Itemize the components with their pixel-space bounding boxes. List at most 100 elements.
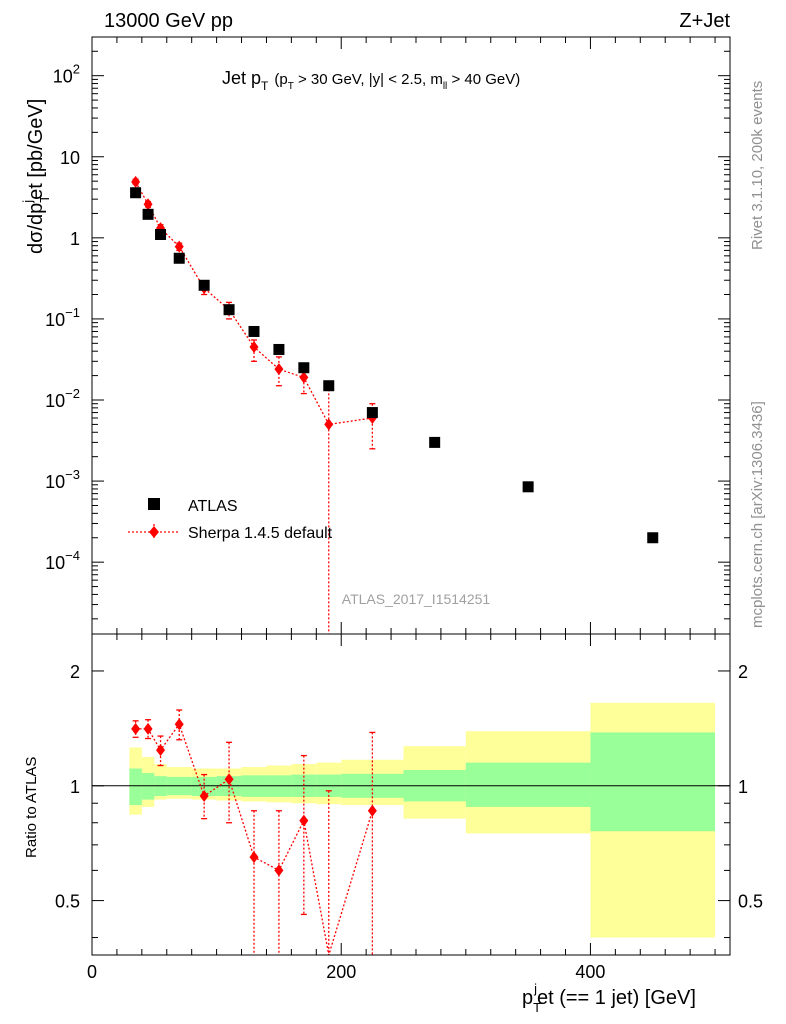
x-axis-label-b: et (== 1 jet) [GeV] — [537, 987, 696, 1009]
legend: ATLAS Sherpa 1.4.5 default — [128, 498, 333, 542]
ratio-panel: 0.5 0.5 1 1 2 2 0 200 400 Ratio to ATLAS pTjet (… — [23, 633, 763, 1015]
atlas-point — [173, 252, 185, 264]
main-y-axis-label-b: et [pb/GeV] — [25, 99, 47, 200]
atlas-point — [248, 325, 260, 337]
atlas-point — [130, 187, 142, 199]
ratio-y-axis-label: Ratio to ATLAS — [23, 757, 40, 858]
ratio-sherpa-point — [224, 773, 234, 786]
sherpa-point — [274, 363, 284, 376]
main-y-tick-label: 1 — [70, 229, 80, 249]
legend-marker-sherpa — [149, 526, 159, 538]
process-label: Z+Jet — [679, 10, 730, 32]
atlas-point — [273, 343, 285, 355]
ratio-y-tick-label-right: 1 — [738, 777, 748, 797]
sherpa-line — [135, 181, 373, 426]
ratio-y-tick-label-left: 0.5 — [55, 892, 80, 912]
main-y-tick-label-base: 10 — [45, 553, 65, 573]
ratio-sherpa-point — [199, 790, 209, 803]
main-y-axis-label-a: dσ/dp — [25, 203, 47, 254]
main-y-axis-label: dσ/dpTjet [pb/GeV] — [20, 99, 52, 254]
main-y-tick-label-exponent: 2 — [73, 62, 80, 77]
sherpa-point — [324, 418, 334, 431]
main-y-tick-label: 10−4 — [45, 548, 80, 573]
atlas-point — [223, 304, 235, 316]
ratio-y-tick-label-right: 0.5 — [738, 892, 763, 912]
ratio-sherpa-point — [174, 718, 184, 731]
main-y-tick-label-exponent: −3 — [65, 467, 80, 482]
ratio-sherpa-point — [299, 814, 309, 827]
legend-marker-atlas — [148, 498, 160, 510]
main-y-tick-label-exponent: −1 — [65, 305, 80, 320]
mcplots-label: mcplots.cern.ch [arXiv:1306.3436] — [749, 401, 766, 628]
main-y-tick-label: 102 — [53, 62, 80, 87]
main-y-axis-label-sup: j — [20, 200, 35, 204]
sherpa-point — [174, 240, 184, 253]
atlas-point — [522, 481, 534, 493]
atlas-point — [198, 279, 210, 291]
ratio-sherpa-point — [131, 722, 141, 735]
x-axis-label: pTjet (== 1 jet) [GeV] — [522, 981, 696, 1015]
plot-title-main-sub: T — [261, 79, 269, 93]
main-y-tick-label-exponent: −4 — [65, 548, 80, 563]
plot-title-cut-b: > 30 GeV, |y| < 2.5, m — [294, 71, 443, 88]
ratio-y-tick-label-left: 1 — [70, 777, 80, 797]
x-axis-label-sup: j — [533, 981, 537, 996]
ratio-sherpa-point — [156, 744, 166, 757]
ratio-sherpa-point — [274, 864, 284, 877]
main-y-tick-label-base: 10 — [45, 391, 65, 411]
ratio-sherpa-point — [249, 851, 259, 864]
atlas-point — [155, 228, 167, 240]
sherpa-point — [143, 198, 153, 211]
ratio-frame — [91, 633, 731, 956]
main-y-tick-label-base: 10 — [53, 67, 73, 87]
sherpa-point — [249, 341, 259, 354]
plot-title-main: Jet p — [222, 68, 261, 88]
atlas-point — [323, 380, 335, 392]
main-y-tick-label: 10−3 — [45, 467, 80, 492]
plot-title-cut-a-sub: T — [288, 81, 294, 92]
ratio-inner-band — [590, 732, 716, 832]
ratio-marks — [131, 709, 377, 956]
atlas-point — [366, 407, 378, 419]
analysis-watermark: ATLAS_2017_I1514251 — [342, 591, 491, 607]
main-y-tick-label-base: 10 — [60, 148, 80, 168]
plot-title-cut-a: (p — [274, 71, 287, 88]
ratio-inner-band — [465, 762, 591, 807]
sherpa-point — [131, 175, 141, 188]
main-y-tick-label-exponent: −2 — [65, 386, 80, 401]
main-y-tick-label: 10 — [60, 148, 80, 168]
ratio-inner-band — [129, 768, 142, 806]
main-y-axis-label-sub: T — [37, 195, 52, 203]
main-y-tick-label-base: 10 — [45, 310, 65, 330]
atlas-point — [429, 436, 441, 448]
atlas-point — [647, 532, 659, 544]
plot-title-cut-c: > 40 GeV) — [447, 71, 520, 88]
ratio-y-tick-label-left: 2 — [70, 662, 80, 682]
x-tick-label: 200 — [326, 962, 356, 982]
ratio-sherpa-line — [135, 722, 374, 956]
atlas-point — [142, 208, 154, 220]
main-frame — [91, 36, 731, 635]
rivet-version-label: Rivet 3.1.10, 200k events — [749, 81, 766, 250]
atlas-point — [298, 362, 310, 374]
main-y-tick-label-base: 1 — [70, 229, 80, 249]
ratio-ticks: 0.5 0.5 1 1 2 2 0 200 400 — [55, 634, 763, 982]
x-axis-label-sub: T — [533, 1000, 541, 1015]
x-axis-label-a: p — [522, 987, 533, 1009]
x-tick-label: 0 — [87, 962, 97, 982]
ratio-uncertainty-bands — [92, 702, 730, 938]
main-y-tick-label-base: 10 — [45, 472, 65, 492]
sherpa-point — [299, 371, 309, 384]
legend-label-sherpa: Sherpa 1.4.5 default — [188, 525, 333, 542]
main-y-tick-label: 10−2 — [45, 386, 80, 411]
ratio-y-tick-label-right: 2 — [738, 662, 748, 682]
main-y-tick-label: 10−1 — [45, 305, 80, 330]
main-marks — [130, 175, 659, 634]
ratio-sherpa-point — [367, 804, 377, 817]
ratio-inner-band — [141, 773, 155, 800]
plot-title: Jet pT (pT > 30 GeV, |y| < 2.5, mll > 40 … — [222, 68, 520, 93]
beam-label: 13000 GeV pp — [104, 10, 233, 32]
